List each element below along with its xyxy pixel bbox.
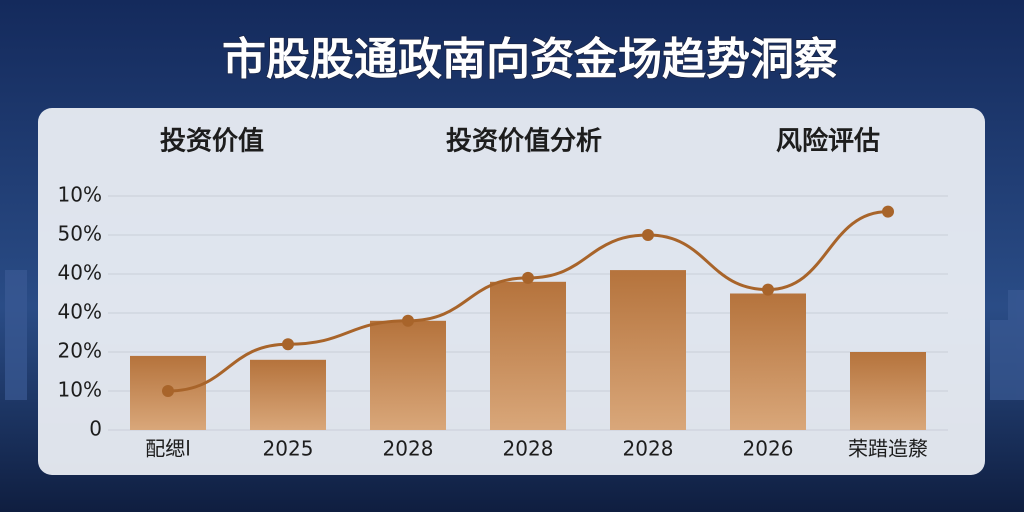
line-marker bbox=[762, 283, 774, 296]
y-tick-label: 10% bbox=[58, 378, 102, 402]
line-marker bbox=[642, 229, 654, 241]
y-tick-label: 50% bbox=[58, 222, 102, 246]
title: 市股股通政南向资金场趋势洞察 bbox=[222, 34, 838, 85]
x-tick-label: 配缌l bbox=[145, 437, 191, 461]
x-tick-label: 荣踖造漦 bbox=[848, 437, 928, 461]
x-tick-label: 2028 bbox=[503, 437, 554, 461]
y-tick-label: 10% bbox=[58, 183, 102, 207]
y-tick-label: 20% bbox=[58, 339, 102, 363]
line-marker bbox=[402, 314, 414, 327]
skyline bbox=[5, 270, 1024, 400]
y-tick-label: 0 bbox=[89, 417, 102, 441]
header: 风险评估 bbox=[776, 126, 880, 157]
header: 投资价值 bbox=[160, 127, 264, 157]
y-tick-label: 40% bbox=[58, 300, 102, 324]
line-marker bbox=[522, 271, 534, 284]
bar bbox=[490, 281, 566, 430]
y-tick-label: 40% bbox=[58, 261, 102, 285]
x-tick-label: 2026 bbox=[743, 437, 794, 461]
x-tick-label: 2028 bbox=[623, 437, 674, 461]
header: 投资价值分析 bbox=[446, 127, 602, 157]
line-marker bbox=[282, 338, 294, 351]
bar bbox=[610, 270, 686, 430]
bar bbox=[730, 293, 806, 430]
x-tick-label: 2025 bbox=[263, 437, 314, 461]
bar bbox=[370, 320, 446, 430]
line-marker bbox=[162, 385, 174, 397]
bar bbox=[250, 359, 326, 430]
line-marker bbox=[882, 205, 894, 218]
x-tick-label: 2028 bbox=[383, 437, 434, 461]
bar bbox=[850, 352, 926, 430]
